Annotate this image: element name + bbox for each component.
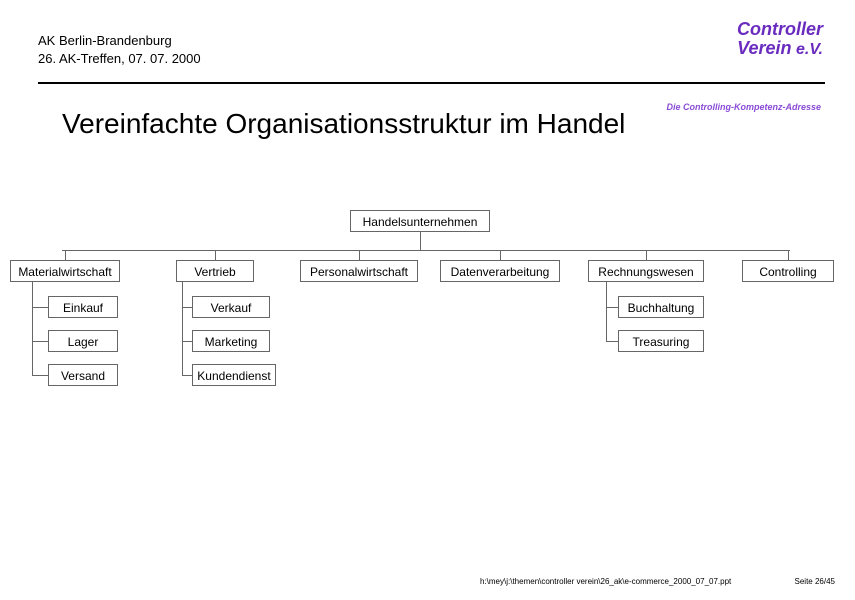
org-child-node-4-1: Treasuring [618,330,704,352]
org-root-node: Handelsunternehmen [350,210,490,232]
org-child-branch-4-0 [606,307,618,308]
org-child-branch-0-2 [32,375,48,376]
org-child-node-1-2: Kundendienst [192,364,276,386]
footer-page: Seite 26/45 [795,577,835,586]
org-dept-drop-4 [646,250,647,260]
org-bus [62,250,790,251]
org-chart: Handelsunternehmen Materialwirtschaft Eink… [0,210,855,430]
org-dept-drop-0 [65,250,66,260]
org-root-drop [420,232,421,250]
org-child-trunk-4 [606,282,607,341]
org-child-trunk-1 [182,282,183,375]
logo-line2: Verein e.V. [673,39,823,59]
org-child-node-0-0: Einkauf [48,296,118,318]
org-child-node-0-2: Versand [48,364,118,386]
slide: AK Berlin-Brandenburg 26. AK-Treffen, 07… [0,0,855,600]
org-dept-node-1: Vertrieb [176,260,254,282]
org-child-branch-1-0 [182,307,192,308]
org-dept-drop-5 [788,250,789,260]
org-dept-drop-3 [500,250,501,260]
org-child-branch-1-2 [182,375,192,376]
org-dept-node-4: Rechnungswesen [588,260,704,282]
logo-word1: Controller [673,20,823,39]
org-child-branch-0-0 [32,307,48,308]
org-child-branch-4-1 [606,341,618,342]
header-rule [38,82,825,84]
org-child-branch-1-1 [182,341,192,342]
logo-word2: Verein [737,38,791,58]
logo-suffix: e.V. [796,41,823,58]
org-dept-drop-2 [359,250,360,260]
org-dept-node-2: Personalwirtschaft [300,260,418,282]
org-dept-drop-1 [215,250,216,260]
slide-title: Vereinfachte Organisationsstruktur im Ha… [62,108,625,140]
footer-path: h:\mey\j:\themen\controller verein\26_ak… [480,577,731,586]
org-dept-node-0: Materialwirtschaft [10,260,120,282]
org-child-node-0-1: Lager [48,330,118,352]
org-dept-node-3: Datenverarbeitung [440,260,560,282]
org-dept-node-5: Controlling [742,260,834,282]
org-child-node-1-1: Marketing [192,330,270,352]
logo: Controller Verein e.V. [673,20,823,59]
org-child-node-4-0: Buchhaltung [618,296,704,318]
org-child-node-1-0: Verkauf [192,296,270,318]
org-child-branch-0-1 [32,341,48,342]
tagline: Die Controlling-Kompetenz-Adresse [666,102,821,112]
org-child-trunk-0 [32,282,33,375]
